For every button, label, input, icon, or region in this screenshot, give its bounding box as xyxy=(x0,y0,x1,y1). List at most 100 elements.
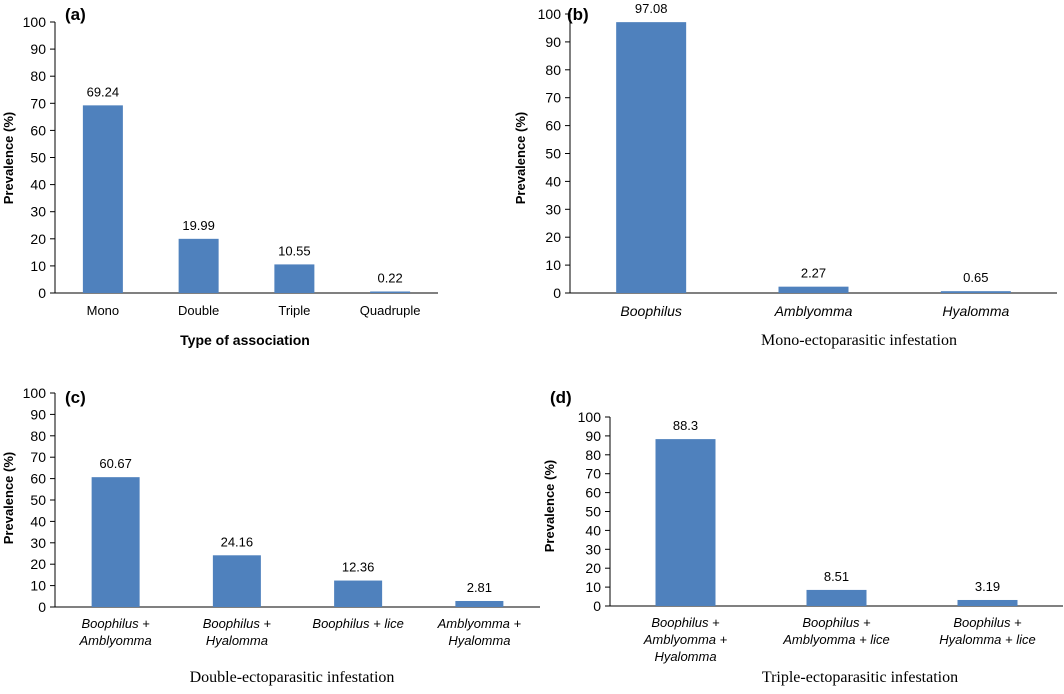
category-label: Boophilus + Hyalomma xyxy=(203,616,272,648)
data-label: 2.81 xyxy=(467,580,492,595)
y-tick-label: 0 xyxy=(593,598,601,614)
bar xyxy=(806,589,867,606)
panel-label: (b) xyxy=(567,5,589,24)
y-tick-label: 80 xyxy=(545,62,561,78)
x-axis-title: Type of association xyxy=(180,332,310,348)
y-tick-label: 20 xyxy=(30,556,46,572)
x-axis-title: Double-ectoparasitic infestation xyxy=(190,669,395,686)
plot-area: 0 10 20 30 40 50 60 70 80 90 100 97.08 Boophilus 2.27… xyxy=(538,1,1057,319)
y-tick-label: 50 xyxy=(585,504,601,520)
category-label: Boophilus + Hyalomma + lice xyxy=(939,615,1035,647)
bar xyxy=(940,291,1011,293)
y-tick-label: 90 xyxy=(585,428,601,444)
data-label: 3.19 xyxy=(975,579,1000,594)
y-axis-title: Prevalence (%) xyxy=(513,112,528,205)
category-label: Boophilus + Amblyomma + lice xyxy=(782,615,890,647)
chart-panel-b: (b) 0 10 20 30 40 50 60 70 80 90 100 97.08 Boophilus… xyxy=(513,1,1057,349)
y-tick-label: 80 xyxy=(585,447,601,463)
y-tick-label: 70 xyxy=(585,466,601,482)
category-label: Amblyomma xyxy=(774,303,853,319)
data-label: 2.27 xyxy=(801,266,826,281)
y-tick-label: 60 xyxy=(30,122,46,138)
data-label: 19.99 xyxy=(182,218,215,233)
bar xyxy=(616,22,687,294)
category-label: Boophilus + Amblyomma + Hyalomma xyxy=(643,615,728,664)
y-tick-label: 20 xyxy=(30,231,46,247)
bar xyxy=(91,477,140,607)
y-tick-label: 90 xyxy=(30,406,46,422)
data-label: 69.24 xyxy=(87,84,120,99)
y-tick-label: 60 xyxy=(545,118,561,134)
category-label: Double xyxy=(178,303,219,318)
bar xyxy=(370,291,411,293)
plot-area: 0 10 20 30 40 50 60 70 80 90 100 69.24 Mono 19.99 Doub… xyxy=(23,14,438,318)
y-tick-label: 80 xyxy=(30,428,46,444)
data-label: 10.55 xyxy=(278,243,311,258)
data-label: 24.16 xyxy=(221,534,254,549)
bar xyxy=(957,599,1018,606)
y-tick-label: 40 xyxy=(30,513,46,529)
x-axis-title: Mono-ectoparasitic infestation xyxy=(761,332,957,349)
y-tick-label: 60 xyxy=(585,485,601,501)
y-tick-label: 100 xyxy=(578,409,602,425)
panel-label: (d) xyxy=(550,388,572,407)
chart-panel-a: (a) 0 10 20 30 40 50 60 70 80 90 100 69.24 Mono 19.99… xyxy=(1,5,438,348)
y-axis-title: Prevalence (%) xyxy=(1,452,16,545)
y-tick-label: 70 xyxy=(30,449,46,465)
y-tick-label: 10 xyxy=(585,579,601,595)
data-label: 60.67 xyxy=(99,456,132,471)
category-label: Hyalomma xyxy=(942,303,1009,319)
category-label: Boophilus xyxy=(620,303,682,319)
y-tick-label: 100 xyxy=(23,14,47,30)
data-label: 97.08 xyxy=(635,1,668,16)
category-label: Mono xyxy=(87,303,120,318)
panel-label: (c) xyxy=(65,388,86,407)
y-tick-label: 90 xyxy=(30,41,46,57)
y-tick-label: 100 xyxy=(538,6,562,22)
data-label: 88.3 xyxy=(673,418,698,433)
y-tick-label: 30 xyxy=(30,535,46,551)
y-tick-label: 10 xyxy=(30,578,46,594)
y-tick-label: 40 xyxy=(30,177,46,193)
category-label: Boophilus + lice xyxy=(312,616,403,631)
y-tick-label: 0 xyxy=(553,285,561,301)
y-tick-label: 70 xyxy=(30,95,46,111)
category-label: Quadruple xyxy=(360,303,421,318)
y-tick-label: 20 xyxy=(545,229,561,245)
bar xyxy=(178,238,219,293)
y-axis-title: Prevalence (%) xyxy=(1,112,16,205)
bar xyxy=(778,286,849,293)
y-tick-label: 10 xyxy=(30,258,46,274)
y-axis-title: Prevalence (%) xyxy=(542,460,557,553)
y-tick-label: 60 xyxy=(30,471,46,487)
bar xyxy=(274,264,315,293)
plot-area: 0 10 20 30 40 50 60 70 80 90 100 88.3 Boophilus + Amb… xyxy=(578,409,1063,664)
y-tick-label: 30 xyxy=(585,541,601,557)
bar xyxy=(212,555,261,607)
y-tick-label: 50 xyxy=(30,150,46,166)
y-tick-label: 30 xyxy=(30,204,46,220)
data-label: 12.36 xyxy=(342,560,375,575)
y-tick-label: 20 xyxy=(585,560,601,576)
x-axis-title: Triple-ectoparasitic infestation xyxy=(762,669,958,686)
y-tick-label: 80 xyxy=(30,68,46,84)
y-tick-label: 40 xyxy=(545,173,561,189)
category-label: Amblyomma + Hyalomma xyxy=(437,616,522,648)
y-tick-label: 10 xyxy=(545,257,561,273)
y-tick-label: 50 xyxy=(545,146,561,162)
y-tick-label: 0 xyxy=(38,285,46,301)
data-label: 0.22 xyxy=(377,271,402,286)
panel-label: (a) xyxy=(65,5,86,24)
bar xyxy=(655,439,716,606)
y-tick-label: 50 xyxy=(30,492,46,508)
bar xyxy=(455,600,504,607)
y-tick-label: 0 xyxy=(38,599,46,615)
category-label: Triple xyxy=(278,303,310,318)
y-tick-label: 90 xyxy=(545,34,561,50)
category-label: Boophilus + Amblyomma xyxy=(79,616,152,648)
chart-panel-d: (d) 0 10 20 30 40 50 60 70 80 90 100 88.3 Boophilus … xyxy=(542,388,1063,686)
data-label: 0.65 xyxy=(963,270,988,285)
y-tick-label: 70 xyxy=(545,90,561,106)
y-tick-label: 30 xyxy=(545,201,561,217)
y-tick-label: 100 xyxy=(23,385,47,401)
